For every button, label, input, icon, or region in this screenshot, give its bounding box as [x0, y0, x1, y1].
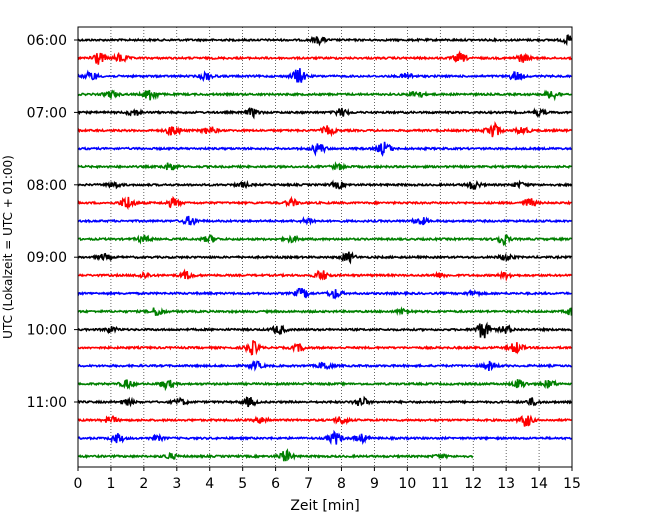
trace-line: [77, 161, 573, 171]
trace-line: [77, 340, 572, 356]
x-tick-label: 10: [398, 476, 416, 492]
trace-line: [77, 106, 572, 120]
x-tick-label: 4: [205, 476, 214, 492]
y-tick-label: 09:00: [27, 250, 67, 266]
y-axis-ticks: 06:00 07:00 08:00 09:00 10:00 11:00: [27, 33, 78, 411]
trace-line: [77, 251, 572, 265]
trace-line: [77, 429, 573, 446]
x-tick-label: 0: [74, 476, 83, 492]
x-tick-label: 7: [304, 476, 313, 492]
trace-line: [77, 306, 573, 317]
x-tick-label: 1: [106, 476, 115, 492]
trace-line: [77, 448, 474, 462]
x-tick-label: 12: [464, 476, 482, 492]
x-tick-label: 13: [497, 476, 515, 492]
plot-area-frame: [77, 26, 573, 468]
x-axis-ticks: 0 1 2 3 4 5 6 7 8 9 10 11 12 13 14 15: [74, 467, 581, 492]
trace-line: [77, 321, 572, 339]
trace-line: [77, 414, 573, 427]
trace-line: [77, 359, 572, 372]
x-tick-label: 8: [337, 476, 346, 492]
trace-line: [77, 141, 572, 157]
y-tick-label: 07:00: [27, 105, 67, 121]
trace-line: [77, 120, 572, 138]
y-tick-label: 08:00: [27, 178, 67, 194]
x-tick-label: 9: [370, 476, 379, 492]
trace-lines: [77, 34, 573, 462]
trace-line: [77, 233, 572, 247]
x-tick-label: 14: [530, 476, 548, 492]
grid-lines: [110, 27, 540, 467]
trace-line: [77, 395, 573, 408]
trace-line: [77, 50, 573, 65]
x-tick-label: 6: [271, 476, 280, 492]
x-tick-label: 11: [431, 476, 449, 492]
x-tick-label: 15: [563, 476, 581, 492]
y-tick-label: 10:00: [27, 323, 67, 339]
trace-line: [77, 89, 572, 102]
trace-line: [77, 268, 572, 282]
y-axis-label: UTC (Lokalzeit = UTC + 01:00): [1, 155, 15, 339]
y-tick-label: 11:00: [27, 395, 67, 411]
x-tick-label: 3: [172, 476, 181, 492]
trace-line: [77, 34, 573, 47]
x-tick-label: 2: [139, 476, 148, 492]
x-axis-label: Zeit [min]: [290, 498, 359, 514]
trace-line: [77, 379, 572, 392]
trace-line: [77, 179, 573, 190]
trace-line: [77, 68, 572, 83]
trace-line: [77, 287, 572, 300]
trace-line: [77, 215, 572, 226]
trace-line: [77, 195, 572, 211]
y-tick-label: 06:00: [27, 33, 67, 49]
x-tick-label: 5: [238, 476, 247, 492]
